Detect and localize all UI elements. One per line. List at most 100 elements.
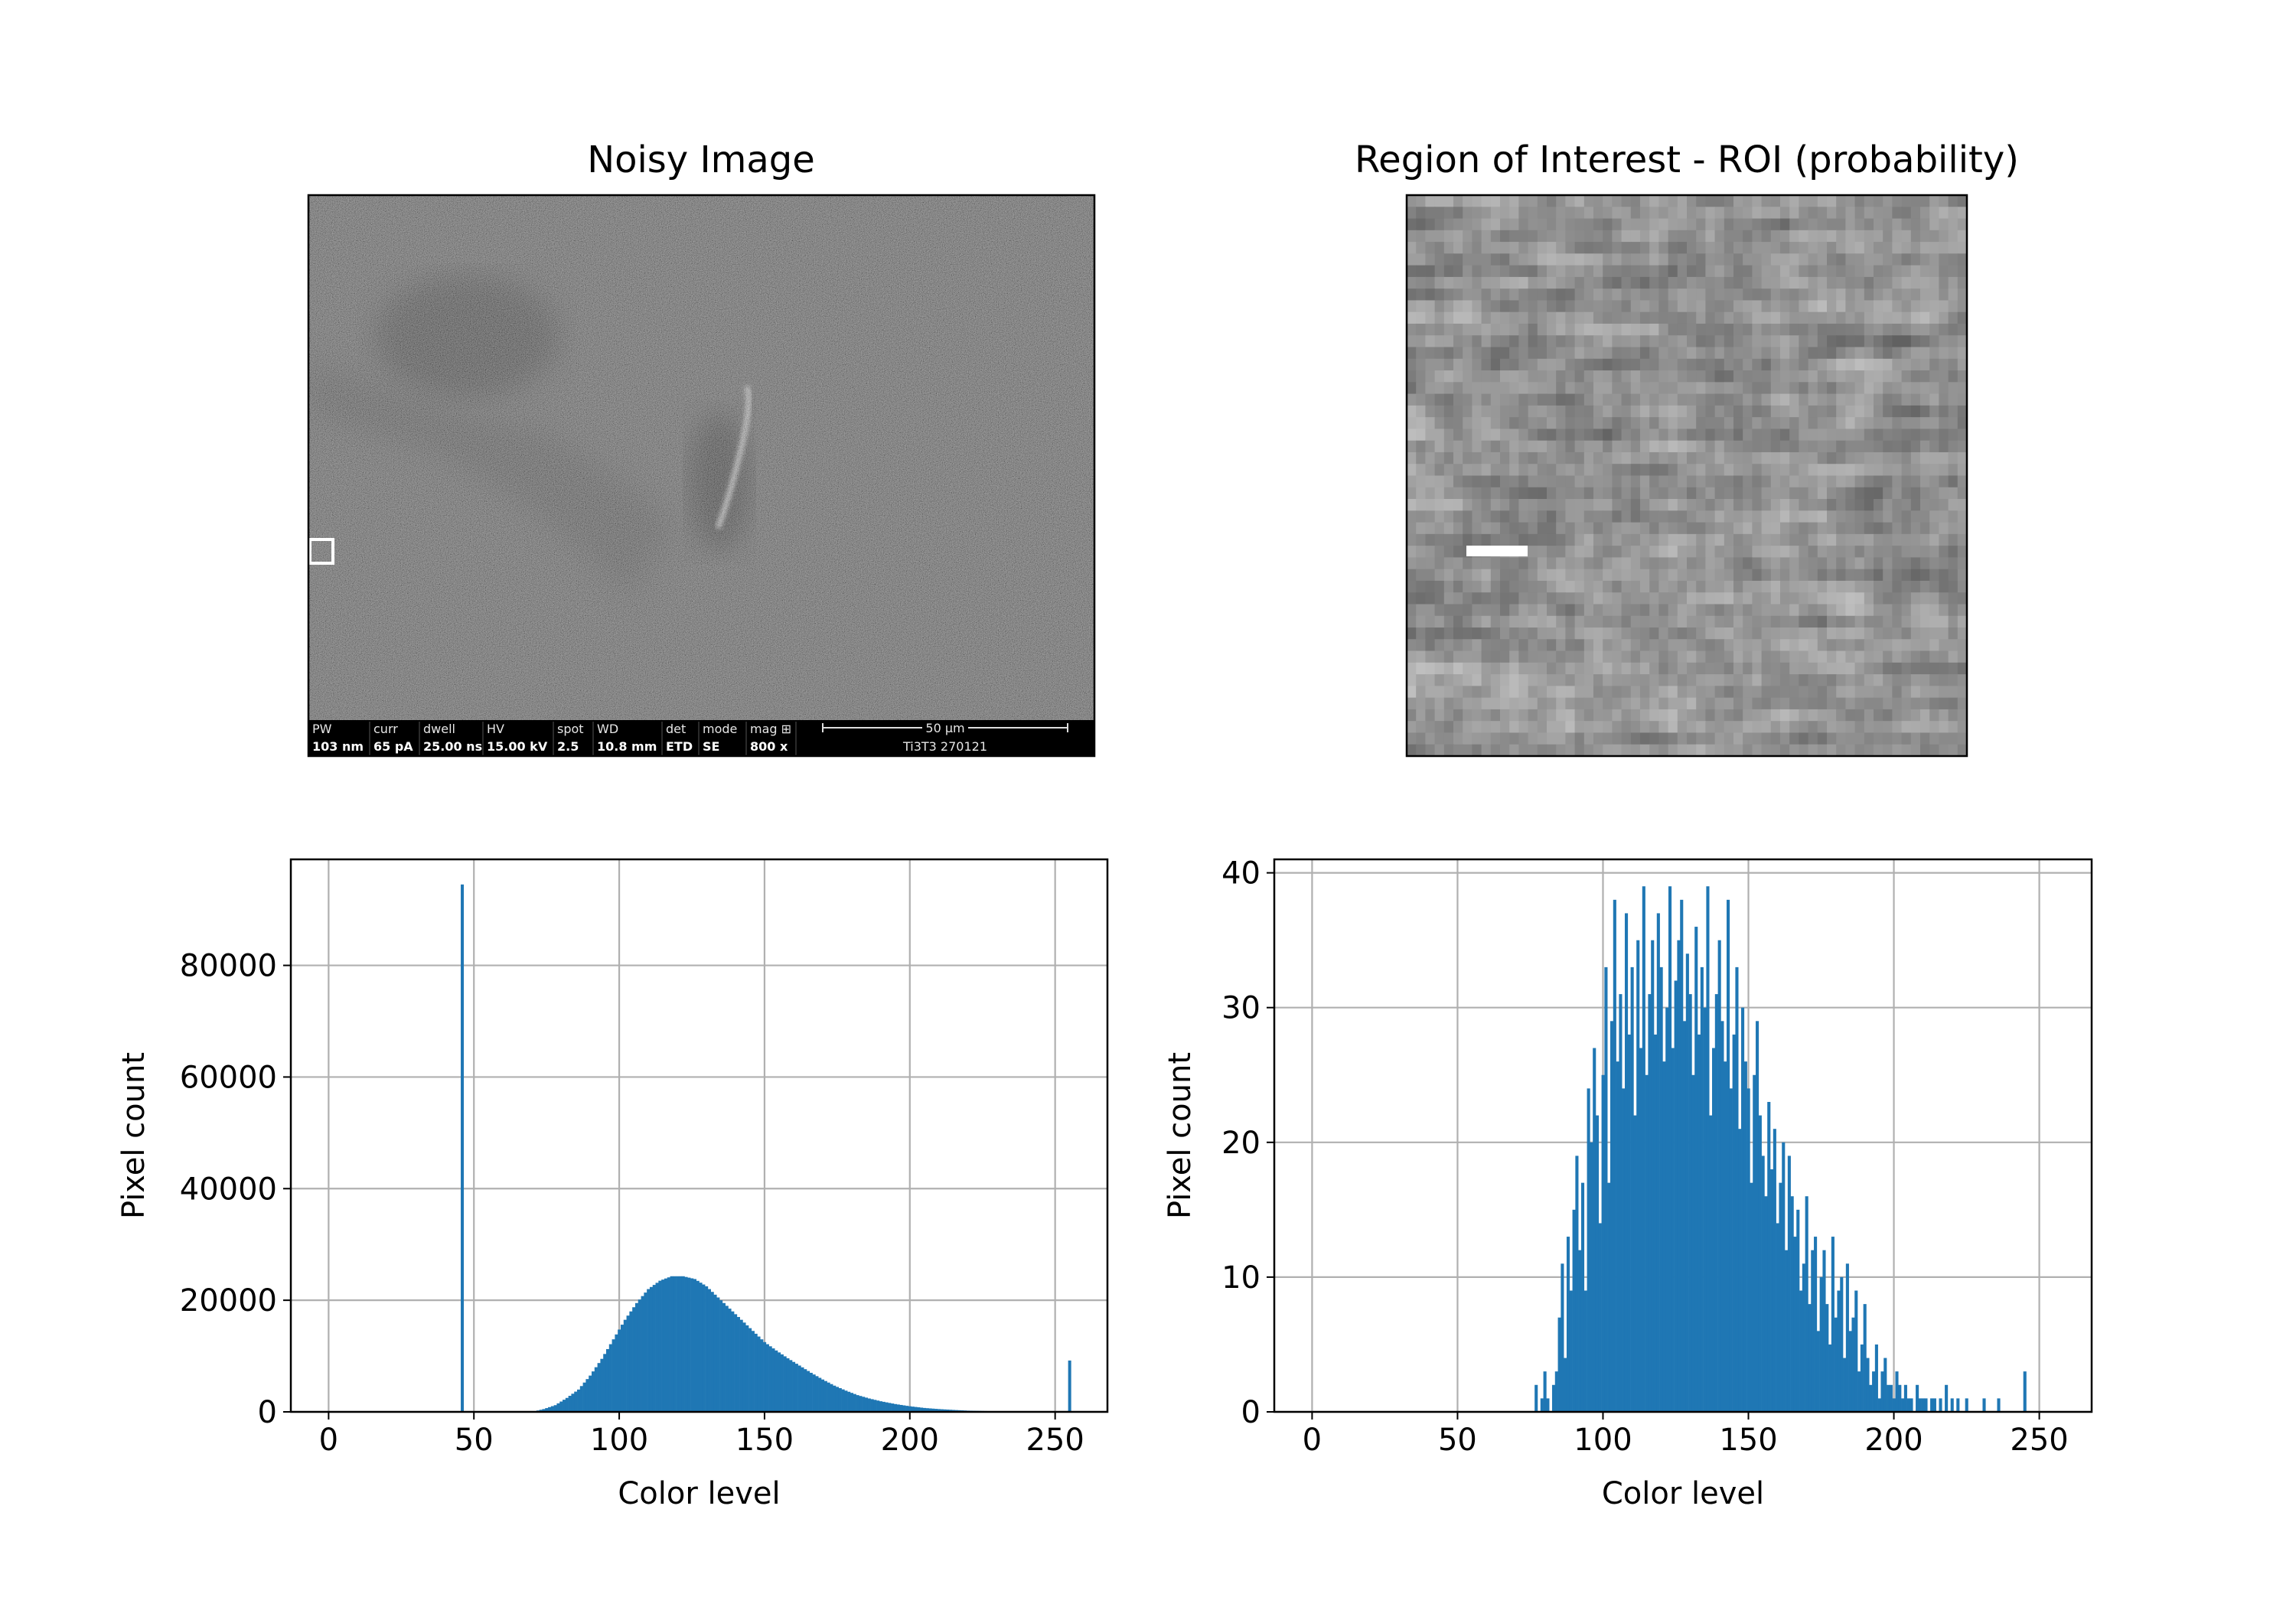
histogram-bar — [1802, 1263, 1805, 1412]
histogram-bar — [1782, 1143, 1785, 1412]
histogram-bar — [1558, 1318, 1561, 1412]
histogram-bar — [824, 1381, 827, 1412]
histogram-bar — [755, 1334, 758, 1412]
roi-bright-spot — [1466, 546, 1528, 556]
roi-image-title: Region of Interest - ROI (probability) — [1355, 139, 2019, 181]
histogram-bar — [711, 1292, 714, 1412]
sample-id: Ti3T3 270121 — [902, 739, 987, 754]
histogram-bar — [1866, 1358, 1869, 1412]
x-tick-label: 100 — [1574, 1423, 1632, 1458]
histogram-bar — [1654, 1035, 1657, 1412]
histogram-bar — [1869, 1385, 1872, 1412]
info-value: 15.00 kV — [487, 739, 548, 754]
y-tick-label: 30 — [1221, 991, 1261, 1026]
histogram-bar — [1662, 1061, 1665, 1412]
histogram-bar — [1602, 1075, 1605, 1412]
histogram-bar — [713, 1295, 716, 1412]
x-tick-label: 0 — [1303, 1423, 1322, 1458]
histogram-bar — [653, 1285, 656, 1412]
histogram-bar — [716, 1297, 719, 1412]
histogram-bar — [1878, 1398, 1881, 1412]
histogram-bars — [1534, 886, 2027, 1412]
info-value: 103 nm — [312, 739, 364, 754]
x-axis-label: Color level — [1602, 1476, 1764, 1511]
histogram-bar — [1628, 1035, 1631, 1412]
histogram-bar — [702, 1285, 705, 1412]
histogram-bar — [554, 1405, 557, 1412]
histogram-bar — [847, 1392, 850, 1412]
histogram-bar — [1651, 940, 1654, 1412]
histogram-bar — [1709, 1116, 1712, 1412]
histogram-bar — [1924, 1398, 1927, 1412]
histogram-bar — [609, 1345, 612, 1412]
info-label: HV — [487, 722, 504, 736]
histogram-bar — [1895, 1371, 1898, 1412]
histogram-spike — [461, 885, 464, 1412]
histogram-bar — [1861, 1345, 1864, 1412]
histogram-bar — [685, 1277, 688, 1412]
histogram-bar — [810, 1373, 813, 1412]
y-tick-label: 20 — [1221, 1126, 1261, 1161]
histogram-bar — [571, 1393, 574, 1412]
histogram-bar — [1645, 1075, 1649, 1412]
histogram-bar — [1593, 1048, 1596, 1412]
y-tick-label: 80000 — [180, 949, 277, 984]
histogram-bar — [627, 1315, 630, 1412]
histogram-bar — [635, 1303, 638, 1412]
histogram-bar — [856, 1395, 859, 1412]
histogram-bar — [763, 1342, 766, 1412]
scale-bar-label: 50 µm — [925, 721, 964, 735]
histogram-bar — [1910, 1398, 1913, 1412]
histogram-bar — [1939, 1398, 1942, 1412]
histogram-bar — [1887, 1385, 1890, 1412]
histogram-bar — [1706, 886, 1709, 1412]
info-value: 25.00 ns — [423, 739, 482, 754]
histogram-bar — [815, 1376, 818, 1412]
histogram-bar — [1720, 1021, 1724, 1412]
histogram-bar — [1648, 994, 1651, 1412]
histogram-bar — [1534, 1385, 1538, 1412]
histogram-bar — [1544, 1371, 1547, 1412]
histogram-bar — [556, 1403, 559, 1412]
histogram-bar — [682, 1276, 685, 1412]
histogram-bar — [667, 1277, 670, 1412]
x-tick-label: 250 — [1026, 1423, 1084, 1458]
histogram-bar — [1825, 1304, 1828, 1412]
histogram-bar — [606, 1349, 609, 1412]
histogram-bar — [902, 1406, 905, 1412]
histogram-bar — [656, 1283, 659, 1412]
histogram-full-image: 050100150200250020000400006000080000Colo… — [116, 859, 1107, 1511]
histogram-bar — [647, 1289, 650, 1412]
histogram-bar — [1875, 1345, 1878, 1412]
y-tick-label: 0 — [1241, 1395, 1261, 1430]
histogram-bar — [839, 1388, 842, 1412]
histogram-bar — [679, 1276, 682, 1412]
histogram-bar — [687, 1278, 690, 1412]
histogram-bar — [1622, 1088, 1625, 1412]
histogram-bar — [595, 1367, 598, 1412]
histogram-bar — [1607, 1183, 1610, 1412]
histogram-bar — [592, 1371, 595, 1412]
histogram-bar — [1610, 1021, 1613, 1412]
histogram-bar — [705, 1286, 708, 1412]
histogram-bar — [1665, 1008, 1668, 1412]
x-tick-label: 150 — [1719, 1423, 1777, 1458]
histogram-bar — [673, 1276, 676, 1412]
info-label: mode — [703, 722, 737, 736]
histogram-bar — [1837, 1291, 1840, 1412]
histogram-bar — [792, 1362, 795, 1412]
histogram-bar — [700, 1283, 703, 1412]
histogram-bar — [868, 1398, 871, 1412]
histogram-bar — [1587, 1088, 1590, 1412]
histogram-bar — [1660, 967, 1663, 1412]
histogram-bar — [769, 1346, 772, 1412]
histogram-bar — [1741, 1008, 1744, 1412]
histogram-bar — [1657, 913, 1660, 1412]
histogram-bar — [1733, 1035, 1736, 1412]
histogram-bar — [580, 1386, 583, 1412]
histogram-bar — [2024, 1371, 2027, 1412]
histogram-bar — [882, 1402, 885, 1412]
histogram-bar — [1890, 1385, 1893, 1412]
histogram-bar — [1904, 1385, 1907, 1412]
histogram-bar — [1631, 967, 1634, 1412]
